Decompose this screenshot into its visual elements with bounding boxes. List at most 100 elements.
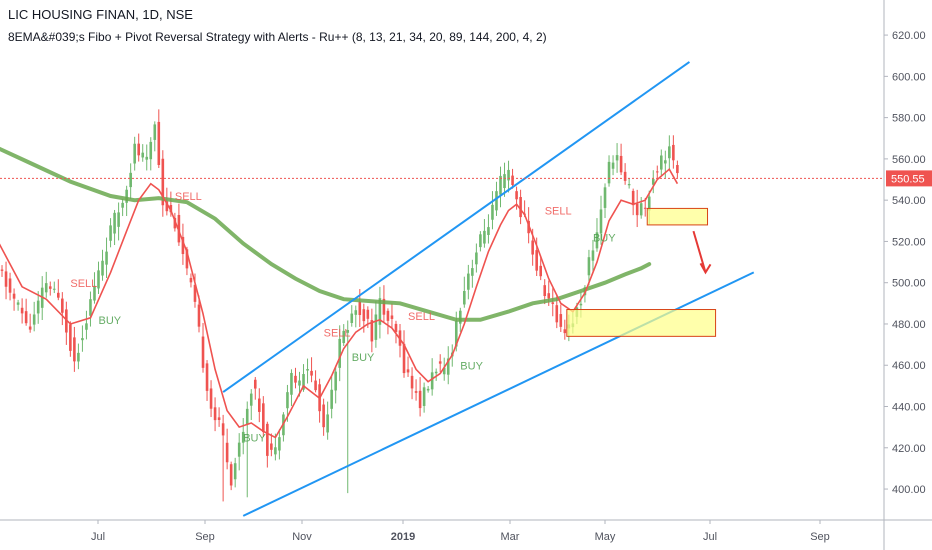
candle-body: [69, 324, 72, 351]
candle-body: [454, 321, 458, 347]
candle-body: [591, 250, 595, 261]
candle-body: [286, 392, 289, 409]
candle-body: [362, 309, 366, 322]
candle-body: [631, 190, 635, 206]
candle-body: [221, 423, 225, 436]
candle-body: [189, 277, 193, 283]
sell-signal-label: SELL: [70, 278, 97, 290]
support-zone-box: [566, 309, 717, 337]
candle-body: [145, 156, 149, 160]
candle-body: [382, 298, 386, 315]
sell-signal-label: SELL: [175, 191, 202, 203]
candle-body: [535, 250, 538, 271]
candle-body: [378, 298, 382, 325]
sell-signal-label: SELL: [408, 311, 435, 323]
candle-body: [559, 314, 563, 327]
candle-body: [354, 310, 358, 315]
candle-body: [655, 171, 659, 173]
candle-body: [370, 320, 374, 342]
candle-body: [213, 407, 217, 421]
price-tick-label: 620.00: [892, 30, 926, 42]
buy-signal-label: BUY: [593, 232, 616, 244]
buy-signal-label: BUY: [460, 360, 483, 372]
candle-body: [209, 388, 213, 409]
buy-signal-label: BUY: [352, 352, 375, 364]
candle-body: [627, 184, 631, 186]
candle-body: [36, 300, 40, 314]
candle-body: [241, 431, 245, 443]
candle-body: [338, 338, 341, 368]
candle-body: [322, 404, 325, 428]
candle-body: [137, 143, 140, 156]
candle-body: [487, 227, 490, 235]
candle-body: [32, 314, 36, 325]
candle-body: [278, 437, 281, 451]
candle-body: [668, 146, 671, 159]
candle-body: [89, 299, 92, 316]
candle-body: [539, 265, 542, 277]
candle-body: [426, 388, 430, 391]
candle-body: [595, 232, 599, 249]
candle-body: [386, 310, 390, 321]
candle-body: [274, 447, 277, 455]
candle-body: [141, 152, 145, 158]
candle-body: [314, 380, 317, 391]
candle-body: [266, 423, 269, 456]
symbol-title: LIC HOUSING FINAN, 1D, NSE: [8, 7, 193, 22]
candle-body: [101, 260, 104, 276]
candle-body: [0, 269, 4, 271]
candle-body: [672, 144, 675, 161]
candle-body: [499, 175, 502, 195]
candle-body: [217, 417, 221, 421]
candle-body: [298, 380, 301, 386]
candle-body: [623, 171, 627, 181]
candle-body: [390, 315, 394, 319]
price-tick-label: 520.00: [892, 236, 926, 248]
candle-body: [109, 225, 112, 241]
candle-body: [660, 155, 663, 170]
fast-moving-average-line: [0, 167, 679, 439]
candle-body: [8, 278, 12, 293]
candle-body: [410, 375, 414, 389]
candle-body: [93, 285, 96, 301]
slow-moving-average-line: [0, 146, 652, 322]
candle-body: [157, 121, 161, 165]
candle-body: [233, 463, 237, 480]
price-tick-label: 540.00: [892, 195, 926, 207]
candle-body: [587, 257, 591, 276]
candle-body: [125, 189, 128, 203]
candle-body: [133, 143, 136, 164]
candle-body: [611, 162, 615, 169]
candle-body: [430, 372, 434, 390]
candle-body: [153, 124, 157, 140]
sell-signal-label: SELL: [545, 206, 572, 218]
candle-body: [253, 379, 257, 389]
buy-signal-label: BUY: [99, 315, 122, 327]
candle-body: [4, 271, 8, 287]
candle-body: [563, 329, 567, 334]
price-tick-label: 560.00: [892, 154, 926, 166]
candle-body: [503, 174, 506, 189]
candle-body: [483, 230, 486, 244]
candle-body: [57, 292, 60, 298]
candle-body: [639, 203, 643, 216]
candle-body: [173, 217, 177, 229]
candle-body: [302, 374, 305, 390]
candle-body: [414, 391, 418, 393]
candle-body: [350, 313, 354, 324]
down-arrow-line: [692, 230, 707, 273]
candle-body: [619, 155, 623, 173]
candle-body: [330, 389, 333, 409]
time-tick-label: Jul: [91, 531, 105, 543]
candle-body: [422, 387, 426, 406]
candle-body: [77, 352, 80, 362]
candle-body: [161, 158, 165, 206]
candle-body: [149, 141, 153, 160]
candle-body: [245, 408, 249, 425]
price-tick-label: 440.00: [892, 402, 926, 414]
down-arrow-icon: [699, 262, 712, 275]
candle-body: [113, 212, 116, 234]
candle-body: [294, 375, 297, 383]
candle-body: [475, 252, 478, 265]
